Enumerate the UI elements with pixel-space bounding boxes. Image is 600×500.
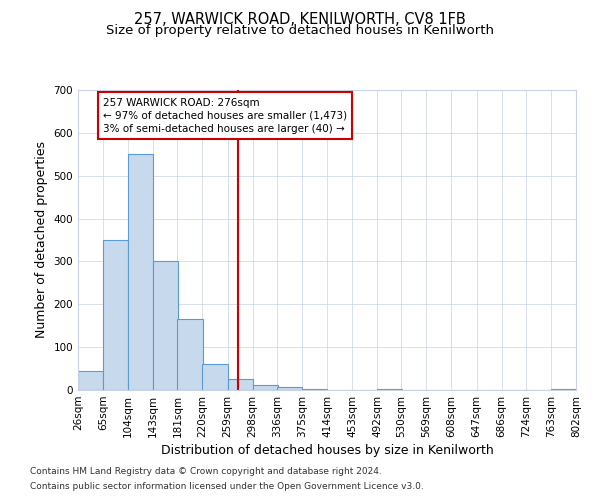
Bar xyxy=(128,154,153,390)
Bar xyxy=(78,370,103,390)
Text: Contains public sector information licensed under the Open Government Licence v3: Contains public sector information licen… xyxy=(30,482,424,491)
Bar xyxy=(253,385,278,390)
Bar xyxy=(377,388,402,390)
Text: 257, WARWICK ROAD, KENILWORTH, CV8 1FB: 257, WARWICK ROAD, KENILWORTH, CV8 1FB xyxy=(134,12,466,28)
Bar xyxy=(153,262,178,390)
Bar xyxy=(227,380,253,390)
Text: 257 WARWICK ROAD: 276sqm
← 97% of detached houses are smaller (1,473)
3% of semi: 257 WARWICK ROAD: 276sqm ← 97% of detach… xyxy=(103,98,347,134)
Bar xyxy=(178,320,203,390)
Y-axis label: Number of detached properties: Number of detached properties xyxy=(35,142,48,338)
Text: Size of property relative to detached houses in Kenilworth: Size of property relative to detached ho… xyxy=(106,24,494,37)
X-axis label: Distribution of detached houses by size in Kenilworth: Distribution of detached houses by size … xyxy=(161,444,493,457)
Bar xyxy=(302,389,327,390)
Bar xyxy=(551,388,576,390)
Text: Contains HM Land Registry data © Crown copyright and database right 2024.: Contains HM Land Registry data © Crown c… xyxy=(30,467,382,476)
Bar xyxy=(277,387,302,390)
Bar xyxy=(202,364,227,390)
Bar xyxy=(103,240,128,390)
